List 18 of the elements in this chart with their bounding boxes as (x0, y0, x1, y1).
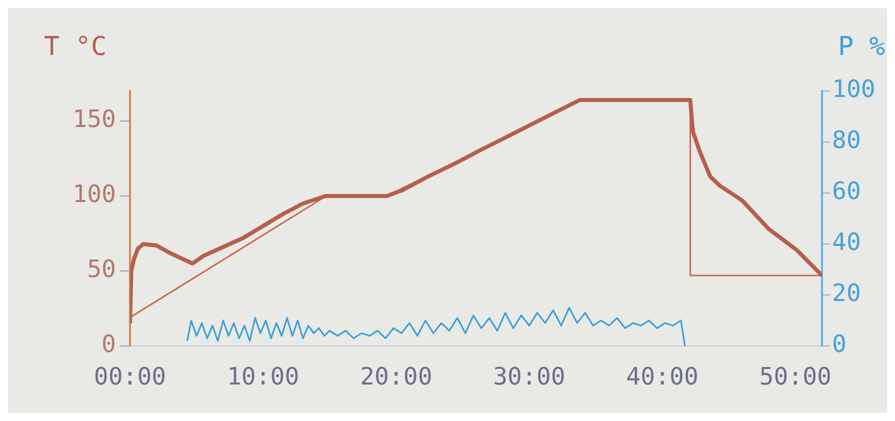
y2-axis-title: P % (838, 32, 886, 62)
y-tick-label: 100 (72, 180, 116, 208)
y-tick-label: 150 (72, 105, 116, 134)
y-tick-label: 50 (87, 255, 116, 284)
y-tick-label: 0 (102, 330, 116, 358)
x-tick-label: 40:00 (626, 362, 698, 391)
y2-tick-label: 0 (832, 330, 846, 358)
y2-tick-label: 40 (832, 228, 861, 256)
y2-tick-label: 80 (832, 126, 861, 154)
x-tick-label: 50:00 (759, 362, 832, 391)
y2-tick-label: 60 (832, 177, 861, 206)
x-tick-label: 20:00 (360, 362, 432, 391)
y2-tick-label: 20 (832, 279, 861, 308)
x-tick-label: 30:00 (493, 362, 566, 391)
x-tick-label: 10:00 (226, 362, 300, 391)
y-axis-title: T °C (44, 32, 107, 62)
y2-tick-label: 100 (832, 75, 876, 104)
x-tick-label: 00:00 (94, 362, 166, 391)
